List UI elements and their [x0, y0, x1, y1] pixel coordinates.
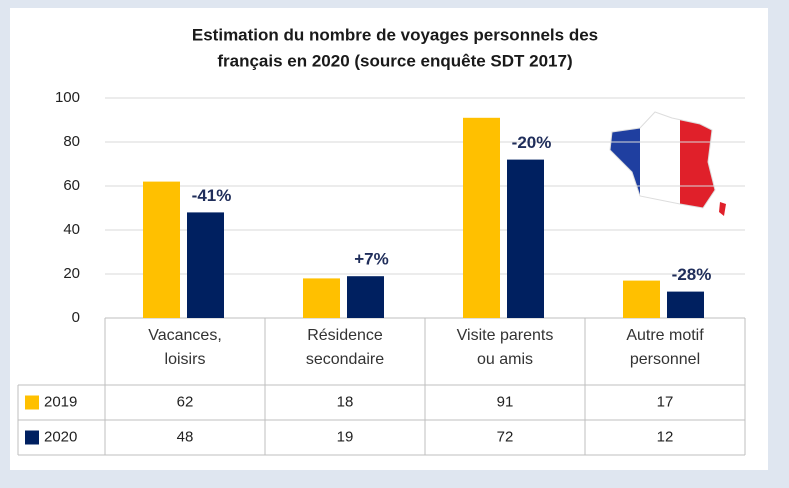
- y-tick-label: 20: [63, 265, 80, 282]
- bar: [667, 291, 704, 318]
- x-tick-label: Résidence secondaire: [305, 327, 385, 368]
- change-label: -41%: [192, 186, 232, 205]
- y-tick-label: 40: [63, 221, 80, 238]
- change-label: -20%: [512, 133, 552, 152]
- table-value: 48: [177, 428, 194, 445]
- table-value: 19: [337, 428, 354, 445]
- legend-label: 2020: [44, 428, 77, 445]
- change-label: +7%: [354, 250, 389, 269]
- change-label: -28%: [672, 265, 712, 284]
- table-value: 72: [497, 428, 514, 445]
- flag-map: [609, 111, 726, 216]
- table-value: 17: [657, 393, 674, 410]
- table-value: 62: [177, 393, 194, 410]
- bar: [623, 280, 660, 318]
- bar: [187, 212, 224, 318]
- x-tick-label: Autre motif personnel: [626, 327, 704, 368]
- x-tick-label: Vacances, loisirs: [148, 327, 222, 368]
- table-value: 12: [657, 428, 674, 445]
- x-tick-label: Visite parents ou amis: [456, 327, 554, 368]
- chart-title: Estimation du nombre de voyages personne…: [192, 25, 598, 44]
- legend-label: 2019: [44, 393, 77, 410]
- bar: [507, 159, 544, 318]
- table-value: 18: [337, 393, 354, 410]
- y-tick-label: 80: [63, 133, 80, 150]
- chart-title: français en 2020 (source enquête SDT 201…: [217, 51, 572, 70]
- table-value: 91: [497, 393, 514, 410]
- bar: [143, 181, 180, 318]
- y-tick-label: 100: [55, 89, 80, 106]
- legend-swatch: [25, 395, 39, 410]
- bar: [303, 278, 340, 318]
- legend-swatch: [25, 430, 39, 445]
- y-tick-label: 0: [72, 309, 80, 326]
- y-tick-label: 60: [63, 177, 80, 194]
- bar: [463, 117, 500, 318]
- panel: [10, 8, 768, 470]
- bar: [347, 276, 384, 318]
